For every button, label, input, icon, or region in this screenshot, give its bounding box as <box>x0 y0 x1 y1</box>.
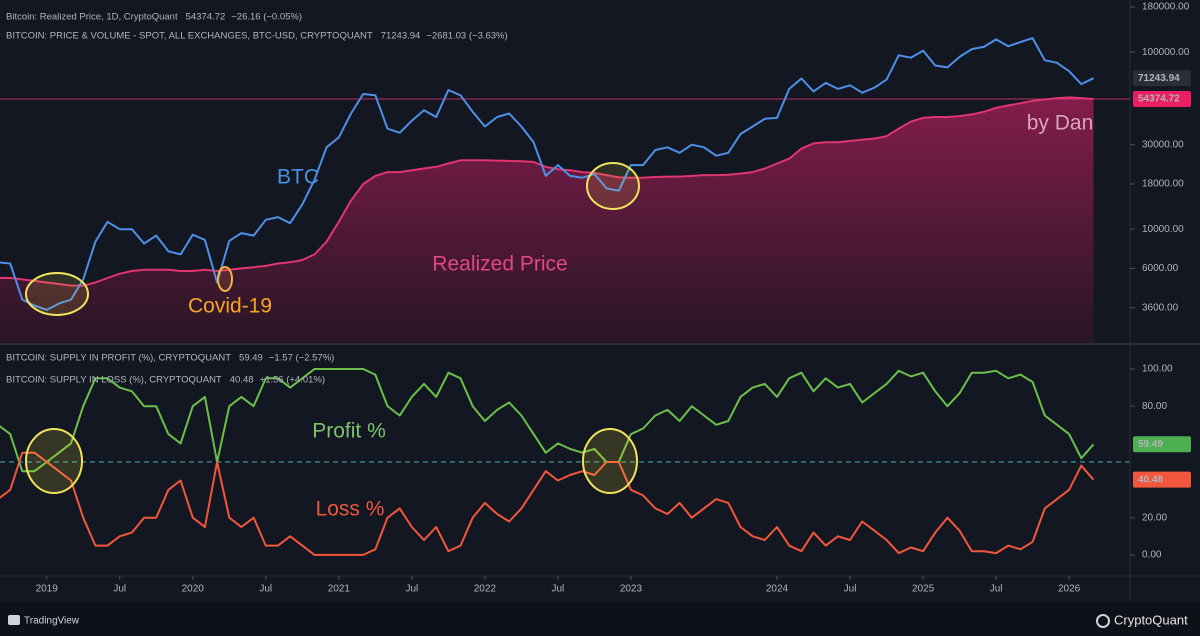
footer-left: TradingView <box>24 616 80 627</box>
x-tick-label: Jul <box>405 584 418 595</box>
footer-right: CryptoQuant <box>1114 612 1188 627</box>
x-tick-label: 2026 <box>1058 584 1081 595</box>
y-tick-label: 30000.00 <box>1142 139 1184 150</box>
x-tick-label: Jul <box>113 584 126 595</box>
tradingview-logo <box>8 615 20 625</box>
price-tag <box>1133 436 1191 453</box>
x-tick-label: 2021 <box>328 584 351 595</box>
annotation: Covid-19 <box>188 295 272 318</box>
annotation: Profit % <box>312 420 386 443</box>
price-tag-label: 59.49 <box>1138 439 1163 450</box>
annotation: by Dan <box>1027 112 1094 135</box>
x-tick-label: Jul <box>990 584 1003 595</box>
x-tick-label: 2025 <box>912 584 935 595</box>
legend-value: 71243.94 <box>381 31 421 42</box>
y-tick-label: 100.00 <box>1142 364 1173 375</box>
cryptoquant-logo <box>1096 614 1110 628</box>
y-tick-label: 180000.00 <box>1142 2 1190 13</box>
highlight-circle <box>582 428 638 494</box>
series-line <box>0 96 1094 287</box>
x-tick-label: 2020 <box>182 584 205 595</box>
highlight-circle <box>25 428 83 494</box>
legend-name: BITCOIN: SUPPLY IN PROFIT (%), CRYPTOQUA… <box>6 353 231 364</box>
x-tick-label: 2022 <box>474 584 497 595</box>
y-tick-label: 80.00 <box>1142 401 1167 412</box>
price-tag-label: 71243.94 <box>1138 73 1180 84</box>
price-tag <box>1133 90 1191 107</box>
legend-change: −1.57 (−2.57%) <box>269 353 335 364</box>
x-tick-label: 2024 <box>766 584 789 595</box>
highlight-circle <box>586 162 640 210</box>
y-tick-label: 10000.00 <box>1142 224 1184 235</box>
price-tag-label: 40.48 <box>1138 474 1163 485</box>
legend-name: Bitcoin: Realized Price, 1D, CryptoQuant <box>6 12 178 23</box>
series-line <box>0 368 1095 473</box>
highlight-circle <box>217 266 233 292</box>
legend-value: 40.48 <box>230 375 254 386</box>
y-tick-label: 20.00 <box>1142 512 1167 523</box>
footer-bar <box>0 603 1200 636</box>
annotation: BTC <box>277 166 319 189</box>
x-tick-label: Jul <box>552 584 565 595</box>
x-tick-label: Jul <box>844 584 857 595</box>
price-pane <box>0 37 1130 343</box>
legend-change: −2681.03 (−3.63%) <box>426 31 507 42</box>
y-tick-label: 18000.00 <box>1142 179 1184 190</box>
legend-value: 54374.72 <box>186 12 226 23</box>
legend-name: BITCOIN: SUPPLY IN LOSS (%), CRYPTOQUANT <box>6 375 222 386</box>
annotation: Loss % <box>316 498 385 521</box>
price-tag <box>1133 471 1191 488</box>
y-tick-label: 3600.00 <box>1142 302 1179 313</box>
series-line <box>0 37 1094 311</box>
highlight-circle <box>25 272 89 316</box>
legend-name: BITCOIN: PRICE & VOLUME - SPOT, ALL EXCH… <box>6 31 373 42</box>
area-fill <box>0 97 1094 343</box>
legend-change: +1.56 (+4.01%) <box>260 375 326 386</box>
x-tick-label: 2023 <box>620 584 643 595</box>
series-line <box>0 451 1095 556</box>
legend-change: −26.16 (−0.05%) <box>231 12 302 23</box>
y-tick-label: 6000.00 <box>1142 263 1179 274</box>
supply-pane <box>0 368 1130 556</box>
x-tick-label: Jul <box>259 584 272 595</box>
y-tick-label: 100000.00 <box>1142 47 1190 58</box>
y-tick-label: 0.00 <box>1142 550 1162 561</box>
legend-value: 59.49 <box>239 353 263 364</box>
annotation: Realized Price <box>432 253 567 276</box>
price-tag <box>1133 70 1191 87</box>
x-tick-label: 2019 <box>36 584 59 595</box>
price-tag-label: 54374.72 <box>1138 94 1180 105</box>
